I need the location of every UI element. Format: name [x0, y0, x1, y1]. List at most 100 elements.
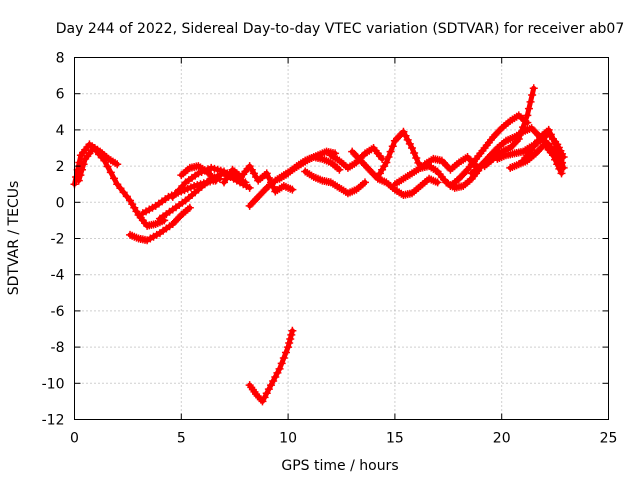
data-point: [106, 168, 115, 177]
data-point: [262, 389, 271, 398]
y-axis-label: SDTVAR / TECUs: [6, 181, 22, 296]
series-track-23: [245, 326, 297, 406]
series-track-11: [301, 167, 369, 198]
data-point: [548, 134, 557, 143]
data-point: [403, 135, 412, 144]
data-point: [546, 130, 555, 139]
data-point: [279, 353, 288, 362]
data-point: [285, 339, 294, 348]
series-track-3: [126, 203, 194, 245]
data-point: [262, 169, 271, 178]
series-track-14: [373, 127, 425, 181]
series-track-21: [506, 140, 566, 178]
data-point: [410, 148, 419, 157]
data-point: [401, 131, 410, 140]
x-tick-label: 0: [70, 431, 79, 447]
series-track-17: [446, 111, 532, 191]
chart-title: Day 244 of 2022, Sidereal Day-to-day VTE…: [56, 21, 625, 37]
y-tick-label: -2: [51, 232, 65, 248]
data-point: [241, 178, 250, 187]
data-point: [360, 178, 369, 187]
data-point: [287, 330, 296, 339]
data-point: [281, 348, 290, 357]
y-tick-label: -8: [51, 340, 65, 356]
data-point: [269, 377, 278, 386]
data-point: [258, 397, 267, 406]
data-point: [277, 359, 286, 368]
data-point: [100, 156, 109, 165]
data-point: [288, 326, 297, 335]
data-point: [529, 84, 538, 93]
data-point: [335, 165, 344, 174]
data-layer: [70, 84, 568, 406]
data-point: [378, 154, 387, 163]
data-point: [77, 165, 86, 174]
data-point: [524, 104, 533, 113]
data-point: [516, 129, 525, 138]
ticks-layer: 0 5 10 15 20 25 -12 -10 -8 -6 -4 -2 0 2 4 6 8: [42, 51, 618, 447]
data-point: [519, 123, 528, 132]
y-tick-label: -12: [42, 413, 65, 429]
data-point: [79, 160, 88, 169]
data-point: [557, 169, 566, 178]
data-point: [514, 134, 523, 143]
data-point: [382, 158, 391, 167]
data-point: [116, 184, 125, 193]
data-point: [260, 393, 269, 402]
data-point: [554, 148, 563, 157]
data-point: [388, 142, 397, 151]
x-tick-label: 15: [386, 431, 404, 447]
data-point: [264, 385, 273, 394]
data-point: [407, 144, 416, 152]
data-point: [523, 111, 532, 120]
data-point: [211, 176, 220, 185]
data-point: [405, 139, 414, 148]
data-point: [76, 171, 85, 180]
series-track-2: [74, 144, 169, 230]
data-point: [245, 183, 254, 192]
data-point: [264, 173, 273, 182]
data-point: [288, 185, 297, 194]
data-point: [284, 343, 293, 352]
series-track-10: [275, 153, 344, 183]
data-point: [521, 117, 530, 126]
y-tick-label: 0: [56, 195, 65, 211]
data-point: [526, 97, 535, 106]
series-track-8: [220, 162, 297, 196]
y-tick-label: 2: [56, 159, 65, 175]
series-track-7: [177, 162, 220, 185]
data-point: [113, 160, 122, 169]
data-point: [74, 176, 83, 185]
data-point: [275, 364, 284, 373]
data-point: [267, 381, 276, 390]
data-point: [110, 174, 119, 183]
y-tick-label: 6: [56, 87, 65, 103]
data-point: [551, 155, 560, 164]
y-tick-label: 4: [56, 123, 65, 139]
data-point: [551, 139, 560, 148]
y-tick-label: -6: [51, 304, 65, 320]
x-tick-label: 5: [177, 431, 186, 447]
data-point: [558, 158, 567, 167]
x-tick-label: 25: [600, 431, 618, 447]
y-tick-label: -10: [42, 376, 65, 392]
data-point: [559, 163, 568, 172]
data-point: [386, 147, 395, 156]
series-track-12: [326, 144, 387, 172]
data-point: [384, 153, 393, 162]
data-point: [548, 151, 557, 160]
data-point: [122, 192, 131, 201]
series-path: [76, 145, 167, 229]
x-tick-label: 20: [493, 431, 511, 447]
data-point: [412, 153, 421, 162]
data-point: [399, 127, 408, 136]
data-point: [433, 178, 442, 187]
x-tick-label: 10: [279, 431, 297, 447]
data-point: [103, 162, 112, 171]
data-point: [119, 188, 128, 197]
y-tick-label: 8: [56, 51, 65, 67]
data-point: [528, 91, 537, 100]
y-tick-label: -4: [51, 268, 65, 284]
